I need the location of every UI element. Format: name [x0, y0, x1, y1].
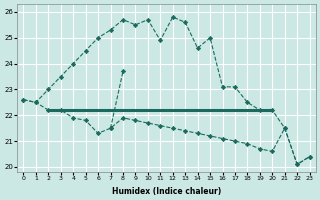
X-axis label: Humidex (Indice chaleur): Humidex (Indice chaleur)	[112, 187, 221, 196]
